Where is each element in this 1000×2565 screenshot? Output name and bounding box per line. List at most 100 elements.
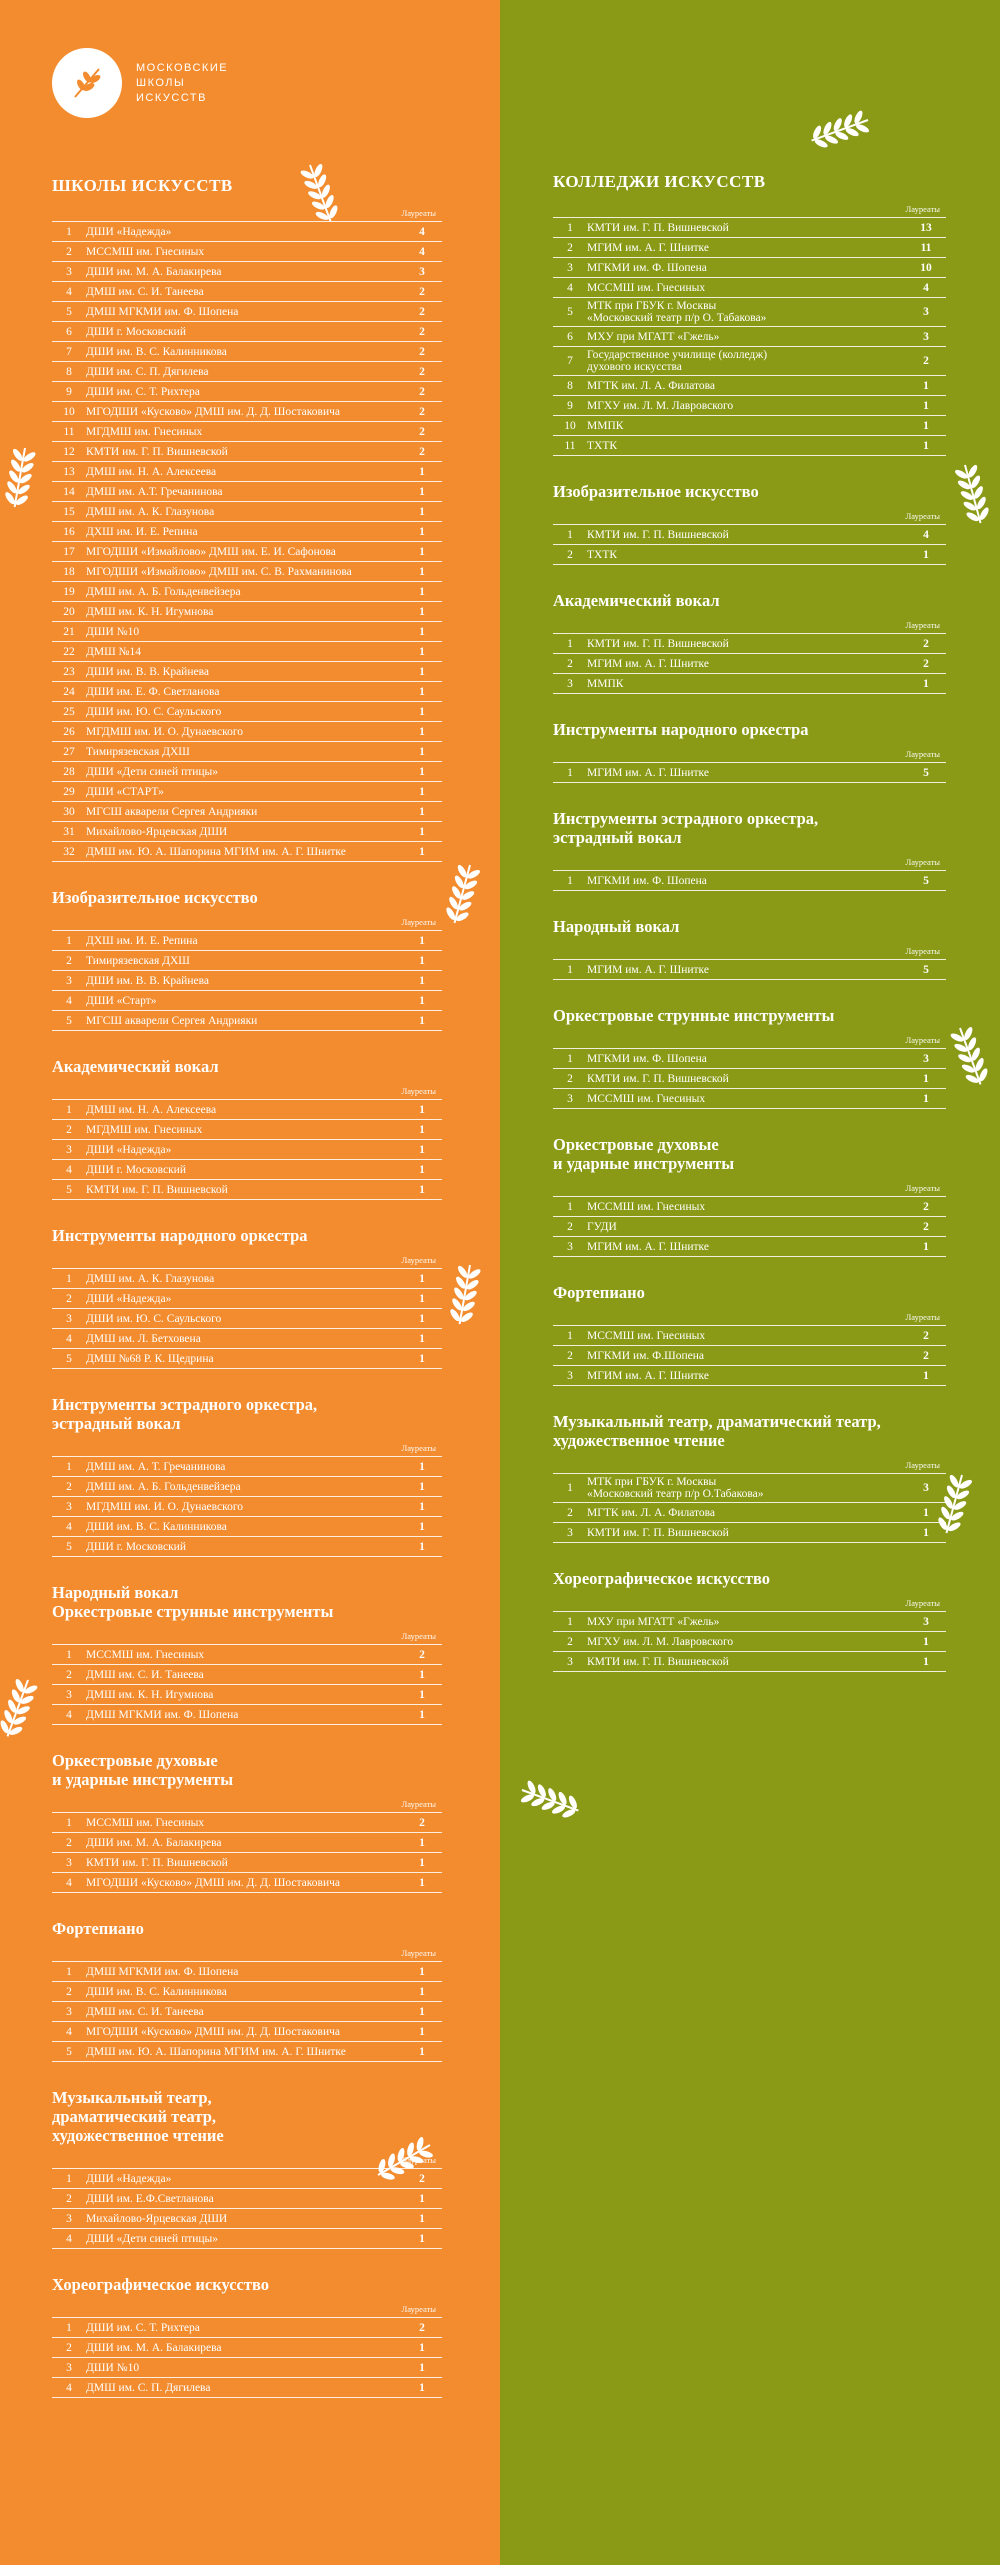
laureates-count: 1 <box>419 805 425 818</box>
school-name: Михайлово-Ярцевская ДШИ <box>86 2212 228 2225</box>
rank: 11 <box>63 425 75 438</box>
table-row: 1 МГКМИ им. Ф. Шопена 3 <box>553 1048 946 1069</box>
laureates-count: 4 <box>419 225 425 238</box>
laureates-count: 1 <box>419 2212 425 2225</box>
rank: 4 <box>66 994 72 1007</box>
rank: 2 <box>66 1123 72 1136</box>
school-name: КМТИ им. Г. П. Вишневской <box>587 637 729 650</box>
table: 1 КМТИ им. Г. П. Вишневской 13 2 МГИМ им. А.… <box>553 217 946 456</box>
section: Академический вокал Лауреаты 1 КМТИ им. Г. … <box>553 591 946 694</box>
table: 1 КМТИ им. Г. П. Вишневской 2 2 МГИМ им. А. … <box>553 633 946 694</box>
table-row: 10 МГОДШИ «Кусково» ДМШ им. Д. Д. Шостако… <box>52 402 442 422</box>
rank: 3 <box>66 1856 72 1869</box>
table-row: 3 ДШИ им. М. А. Балакирева 3 <box>52 262 442 282</box>
table-row: 4 ДМШ им. С. П. Дягилева 1 <box>52 2378 442 2398</box>
rank: 1 <box>66 1965 72 1978</box>
laureates-count: 4 <box>923 528 929 541</box>
laureates-count: 1 <box>923 419 929 432</box>
rank: 2 <box>66 1985 72 1998</box>
rank: 2 <box>66 954 72 967</box>
school-name: Михайлово-Ярцевская ДШИ <box>86 825 228 838</box>
section: Изобразительное искусство Лауреаты 1 ДХШ им… <box>52 888 442 1031</box>
school-name: ДМШ им. А. Б. Гольденвейзера <box>86 585 241 598</box>
rank: 8 <box>66 365 72 378</box>
school-name: МГИМ им. А. Г. Шнитке <box>587 657 709 670</box>
rank: 2 <box>66 1668 72 1681</box>
section: Изобразительное искусство Лауреаты 1 КМТИ и… <box>553 482 946 565</box>
school-name: ДМШ им. Н. А. Алексеева <box>86 1103 217 1116</box>
rank: 1 <box>567 637 573 650</box>
rank: 1 <box>567 963 573 976</box>
table: 1 МХУ при МГАТТ «Гжель» 3 2 МГХУ им. Л. М. Л… <box>553 1611 946 1672</box>
rank: 7 <box>66 345 72 358</box>
school-name: ТХТК <box>587 548 618 561</box>
school-name: МГДМШ им. Гнесиных <box>86 1123 203 1136</box>
school-name: ДМШ им. А. К. Глазунова <box>86 1272 215 1285</box>
school-name: Государственное училище (колледж) духово… <box>587 349 768 373</box>
column-header: Лауреаты <box>905 511 940 521</box>
rank: 3 <box>66 2361 72 2374</box>
laureates-count: 1 <box>419 525 425 538</box>
rank: 22 <box>63 645 75 658</box>
school-name: МГДМШ им. Гнесиных <box>86 425 203 438</box>
school-name: МГОДШИ «Кусково» ДМШ им. Д. Д. Шостакови… <box>86 1876 340 1889</box>
table-row: 32 ДМШ им. Ю. А. Шапорина МГИМ им. А. Г. … <box>52 842 442 862</box>
rank: 1 <box>567 1200 573 1213</box>
rank: 2 <box>66 2192 72 2205</box>
laureates-count: 2 <box>419 2321 425 2334</box>
laureates-count: 1 <box>419 745 425 758</box>
section-title: Изобразительное искусство <box>553 482 759 501</box>
table-row: 1 МССМШ им. Гнесиных 2 <box>553 1325 946 1346</box>
table: 1 МССМШ им. Гнесиных 2 2 ДШИ им. М. А. Балак… <box>52 1812 442 1893</box>
school-name: МГИМ им. А. Г. Шнитке <box>587 1369 709 1382</box>
laureates-count: 1 <box>419 1480 425 1493</box>
laureates-count: 1 <box>419 1520 425 1533</box>
school-name: ММПК <box>587 419 624 432</box>
schools-column: МОСКОВСКИЕ ШКОЛЫ ИСКУССТВ ШКОЛЫ ИСКУССТВ… <box>0 0 500 2565</box>
school-name: ДШИ им. М. А. Балакирева <box>86 2341 222 2354</box>
school-name: ДХШ им. И. Е. Репина <box>86 934 198 947</box>
table-row: 9 ДШИ им. С. Т. Рихтера 2 <box>52 382 442 402</box>
section: Лауреаты 1 КМТИ им. Г. П. Вишневской 13 2 МГИ… <box>553 204 946 456</box>
laureates-count: 1 <box>419 545 425 558</box>
school-name: ММПК <box>587 677 624 690</box>
rank: 3 <box>66 1312 72 1325</box>
school-name: МГОДШИ «Кусково» ДМШ им. Д. Д. Шостакови… <box>86 405 340 418</box>
logo-line: МОСКОВСКИЕ <box>136 61 229 74</box>
school-name: ДШИ «Старт» <box>86 994 157 1007</box>
rank: 2 <box>567 1220 573 1233</box>
rank: 5 <box>66 1183 72 1196</box>
rank: 14 <box>63 485 75 498</box>
table-row: 5 ДШИ г. Московский 1 <box>52 1537 442 1557</box>
table-row: 30 МГСШ акварели Сергея Андрияки 1 <box>52 802 442 822</box>
sections: Лауреаты 1 ДШИ «Надежда» 4 2 МССМШ им. Гнесин… <box>52 208 442 2398</box>
section-title: Академический вокал <box>52 1057 219 1076</box>
laureates-count: 1 <box>419 685 425 698</box>
laureates-count: 10 <box>920 261 932 274</box>
rank: 2 <box>66 2341 72 2354</box>
rank: 4 <box>66 2025 72 2038</box>
rank: 1 <box>66 2172 72 2185</box>
table-row: 2 ДМШ им. А. Б. Гольденвейзера 1 <box>52 1477 442 1497</box>
rank: 30 <box>63 805 75 818</box>
rank: 2 <box>567 1349 573 1362</box>
laureates-count: 1 <box>419 565 425 578</box>
rank: 1 <box>66 1648 72 1661</box>
table-row: 3 КМТИ им. Г. П. Вишневской 1 <box>553 1652 946 1672</box>
column-header: Лауреаты <box>401 1948 436 1958</box>
rank: 4 <box>66 2381 72 2394</box>
school-name: МССМШ им. Гнесиных <box>86 1816 205 1829</box>
table-row: 2 ДШИ им. В. С. Калинникова 1 <box>52 1982 442 2002</box>
rank: 11 <box>564 439 576 452</box>
table-row: 6 МХУ при МГАТТ «Гжель» 3 <box>553 327 946 347</box>
school-name: МГИМ им. А. Г. Шнитке <box>587 241 709 254</box>
section: Оркестровые струнные инструменты Лауреаты… <box>553 1006 946 1109</box>
laureates-count: 1 <box>923 399 929 412</box>
table-row: 1 ДМШ им. А. К. Глазунова 1 <box>52 1268 442 1289</box>
laureates-count: 11 <box>920 241 932 254</box>
school-name: МГКМИ им. Ф.Шопена <box>587 1349 704 1362</box>
school-name: КМТИ им. Г. П. Вишневской <box>86 1183 228 1196</box>
school-name: ДМШ МГКМИ им. Ф. Шопена <box>86 305 239 318</box>
laureates-count: 1 <box>419 765 425 778</box>
laureates-count: 1 <box>419 705 425 718</box>
